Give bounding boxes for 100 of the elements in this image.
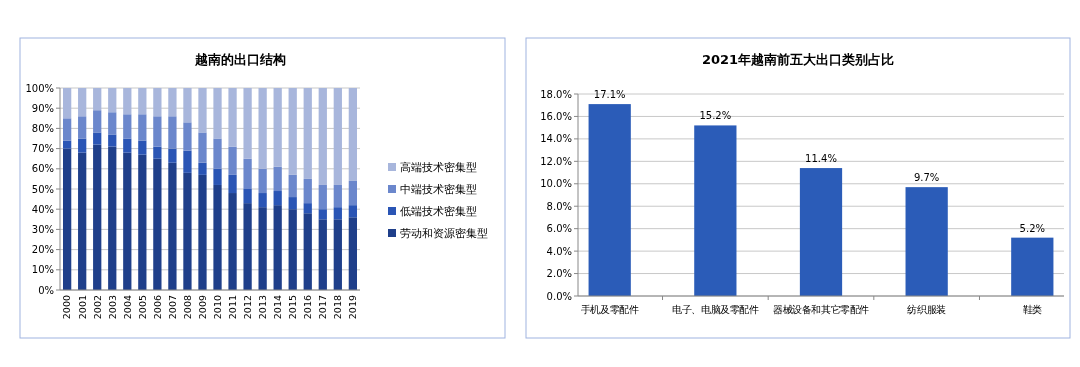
bar <box>228 146 237 175</box>
y-tick-label: 10% <box>31 264 54 276</box>
x-tick-label: 2018 <box>332 295 344 320</box>
y-tick-label: 8.0% <box>546 200 572 212</box>
bar <box>273 191 282 206</box>
bar <box>288 197 297 210</box>
bar <box>198 132 207 163</box>
x-tick-label: 2014 <box>271 295 283 320</box>
bar <box>318 88 327 185</box>
legend-label: 劳动和资源密集型 <box>400 226 488 240</box>
y-tick-label: 30% <box>31 223 54 235</box>
y-tick-label: 60% <box>31 163 54 175</box>
x-tick-label: 2016 <box>302 295 314 320</box>
data-label: 9.7% <box>913 172 940 184</box>
bar <box>318 184 327 210</box>
bar <box>108 112 117 135</box>
legend-label: 低端技术密集型 <box>400 204 477 218</box>
y-tick-label: 10.0% <box>540 178 572 190</box>
bar <box>303 203 312 214</box>
bar <box>303 213 312 290</box>
bar <box>799 168 843 296</box>
bar <box>183 172 192 290</box>
bar <box>183 88 192 123</box>
bar <box>1011 237 1054 296</box>
y-tick-label: 12.0% <box>540 155 572 167</box>
legend-label: 高端技术密集型 <box>400 160 477 174</box>
bar <box>123 152 132 290</box>
bar <box>273 88 282 167</box>
bar <box>153 88 162 117</box>
bar <box>153 146 162 159</box>
bar <box>333 184 342 208</box>
bar <box>258 207 267 290</box>
bar <box>333 88 342 185</box>
bar <box>333 219 342 290</box>
x-tick-label: 2010 <box>211 295 223 320</box>
bar <box>198 174 207 290</box>
bar <box>288 209 297 290</box>
y-tick-label: 0.0% <box>546 290 572 302</box>
bar <box>213 88 222 139</box>
y-tick-label: 2.0% <box>546 268 572 280</box>
data-label: 17.1% <box>593 89 626 101</box>
legend-label: 中端技术密集型 <box>400 182 477 196</box>
x-tick-label: 2009 <box>196 295 208 320</box>
bar <box>108 134 117 147</box>
y-tick-label: 18.0% <box>540 88 572 100</box>
y-tick-label: 4.0% <box>546 245 572 257</box>
x-tick-label: 2015 <box>287 295 299 320</box>
bar <box>168 88 177 117</box>
bar <box>183 122 192 151</box>
bar <box>273 205 282 290</box>
bar <box>138 88 147 115</box>
x-tick-label: 2017 <box>317 295 329 320</box>
bar <box>168 162 177 290</box>
bar <box>258 168 267 194</box>
bar <box>153 116 162 147</box>
bar <box>63 88 72 119</box>
bar <box>333 207 342 220</box>
bar <box>123 88 132 115</box>
bar <box>243 189 252 204</box>
bar <box>588 104 631 296</box>
bar <box>348 88 357 181</box>
bar <box>63 140 72 149</box>
x-tick-label: 2003 <box>106 295 118 320</box>
bar <box>93 110 102 133</box>
bar <box>228 174 237 194</box>
data-label: 15.2% <box>699 110 732 122</box>
bar <box>228 193 237 290</box>
bar <box>318 209 327 220</box>
bar <box>78 152 87 290</box>
x-tick-label: 器械设备和其它零配件 <box>772 304 870 315</box>
bar <box>348 205 357 218</box>
bar <box>243 158 252 189</box>
bar <box>123 138 132 153</box>
x-tick-label: 鞋类 <box>1022 304 1043 315</box>
y-tick-label: 100% <box>25 82 54 94</box>
bar <box>93 132 102 145</box>
bar <box>303 88 312 179</box>
x-tick-label: 2006 <box>151 295 163 320</box>
bar <box>168 116 177 149</box>
y-tick-label: 40% <box>31 203 54 215</box>
y-tick-label: 20% <box>31 244 54 256</box>
x-tick-label: 2008 <box>181 295 193 320</box>
bar <box>213 138 222 169</box>
bar <box>905 187 948 296</box>
chart-title: 越南的出口结构 <box>193 52 286 67</box>
x-tick-label: 2013 <box>256 295 268 320</box>
bar <box>213 168 222 185</box>
y-tick-label: 6.0% <box>546 223 572 235</box>
bar <box>258 193 267 208</box>
y-tick-label: 90% <box>31 102 54 114</box>
data-label: 11.4% <box>805 153 837 165</box>
bar <box>318 219 327 290</box>
bar <box>288 88 297 175</box>
x-tick-label: 2012 <box>241 295 253 320</box>
x-tick-label: 2002 <box>91 295 103 320</box>
bar <box>243 203 252 290</box>
bar <box>78 88 87 117</box>
bar <box>288 174 297 198</box>
bar <box>273 166 282 192</box>
x-tick-label: 手机及零配件 <box>580 304 639 315</box>
